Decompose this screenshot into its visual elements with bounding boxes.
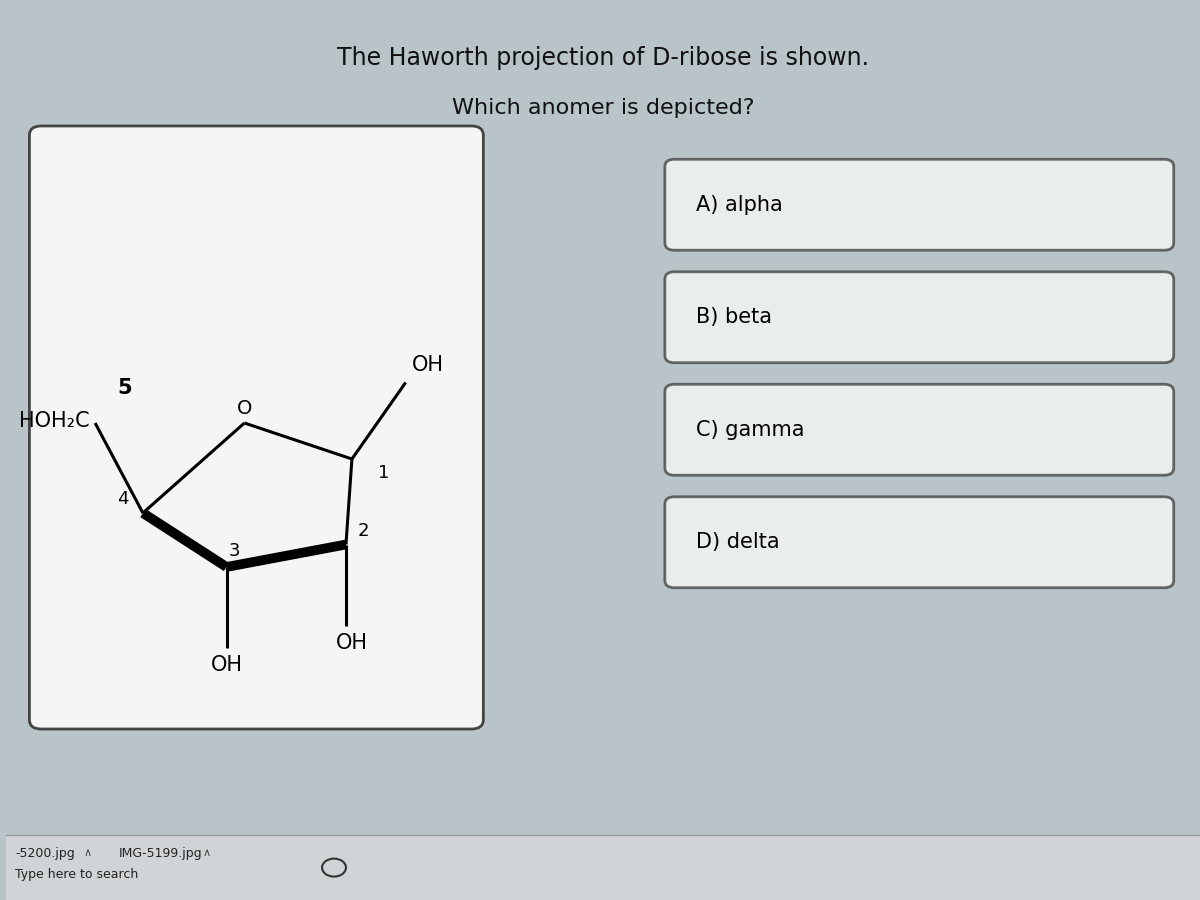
Text: 5: 5 (118, 378, 132, 398)
Text: ∧: ∧ (203, 848, 211, 859)
Text: 3: 3 (229, 542, 240, 560)
Text: C) gamma: C) gamma (696, 419, 804, 440)
Text: -5200.jpg: -5200.jpg (16, 847, 74, 860)
Text: The Haworth projection of D-ribose is shown.: The Haworth projection of D-ribose is sh… (337, 47, 869, 70)
Text: D) delta: D) delta (696, 532, 780, 553)
FancyBboxPatch shape (665, 272, 1174, 363)
Text: OH: OH (336, 633, 368, 652)
FancyBboxPatch shape (665, 159, 1174, 250)
Text: A) alpha: A) alpha (696, 194, 782, 215)
Text: OH: OH (210, 655, 242, 675)
FancyBboxPatch shape (665, 384, 1174, 475)
Text: ∧: ∧ (83, 848, 91, 859)
Text: B) beta: B) beta (696, 307, 772, 328)
FancyBboxPatch shape (665, 497, 1174, 588)
Text: 2: 2 (358, 522, 370, 540)
FancyBboxPatch shape (30, 126, 484, 729)
Text: OH: OH (412, 356, 444, 375)
Text: 4: 4 (118, 491, 128, 508)
Text: 1: 1 (378, 464, 390, 482)
Text: O: O (236, 400, 252, 419)
Text: HOH₂C: HOH₂C (18, 411, 89, 431)
Text: IMG-5199.jpg: IMG-5199.jpg (119, 847, 203, 860)
Bar (6, 835, 1200, 900)
Text: Type here to search: Type here to search (16, 868, 138, 881)
Text: Which anomer is depicted?: Which anomer is depicted? (451, 98, 754, 118)
